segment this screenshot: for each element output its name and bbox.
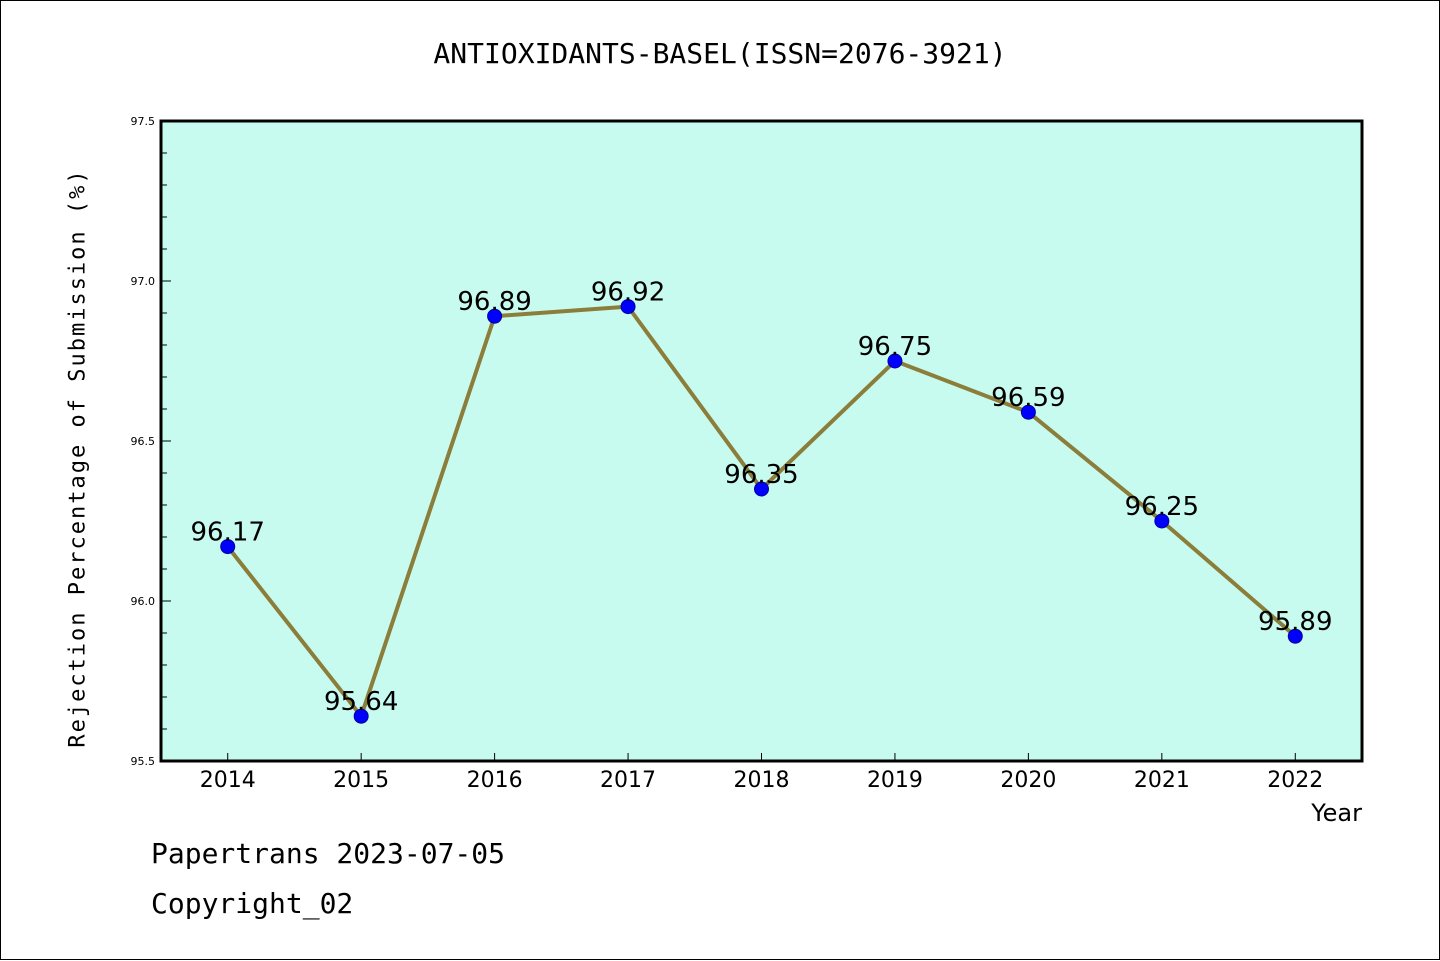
data-point [487, 308, 503, 324]
data-label: 96.92 [591, 278, 665, 308]
y-axis: 95.5 96.0 96.5 97.0 97.5 [131, 115, 171, 768]
x-axis: 2014 2015 2016 2017 2018 2019 2020 2021 2022 [200, 753, 1323, 793]
x-tick-label: 2021 [1134, 768, 1190, 793]
data-point [353, 708, 369, 724]
data-point [754, 481, 769, 497]
data-label: 95.89 [1258, 607, 1332, 637]
x-tick-label: 2014 [200, 768, 256, 793]
y-tick-label: 95.5 [131, 755, 156, 768]
x-tick-label: 2016 [467, 768, 523, 793]
footer-copyright: Copyright_02 [151, 887, 354, 920]
y-tick-label: 97.5 [131, 115, 156, 128]
data-labels: 96.17 95.64 96.89 96.92 96.35 96.75 96.59 96.25… [191, 278, 1333, 718]
data-label: 96.17 [191, 518, 265, 548]
data-point [1287, 628, 1303, 644]
data-point [620, 299, 636, 315]
x-tick-label: 2018 [734, 768, 790, 793]
footer-source: Papertrans 2023-07-05 [151, 837, 506, 870]
data-point [887, 353, 903, 369]
plot-border [159, 119, 1364, 763]
data-point [1020, 404, 1036, 420]
data-points [220, 299, 1303, 724]
data-point [220, 539, 236, 555]
x-tick-label: 2015 [333, 768, 389, 793]
x-tick-label: 2022 [1267, 768, 1323, 793]
plot-area [161, 121, 1362, 761]
x-tick-label: 2017 [600, 768, 656, 793]
data-label: 96.25 [1125, 492, 1199, 522]
data-point [1154, 513, 1170, 529]
data-label: 95.64 [324, 687, 398, 717]
x-tick-label: 2020 [1000, 768, 1056, 793]
y-tick-label: 97.0 [131, 275, 156, 288]
y-tick-label: 96.5 [131, 435, 156, 448]
data-label: 96.35 [724, 460, 798, 490]
y-tick-label: 96.0 [131, 595, 156, 608]
x-axis-label: Year [1310, 799, 1362, 827]
x-tick-label: 2019 [867, 768, 923, 793]
data-label: 96.75 [858, 332, 932, 362]
data-label: 96.89 [457, 287, 531, 317]
chart-title: ANTIOXIDANTS-BASEL(ISSN=2076-3921) [433, 37, 1007, 70]
data-label: 96.59 [991, 383, 1065, 413]
